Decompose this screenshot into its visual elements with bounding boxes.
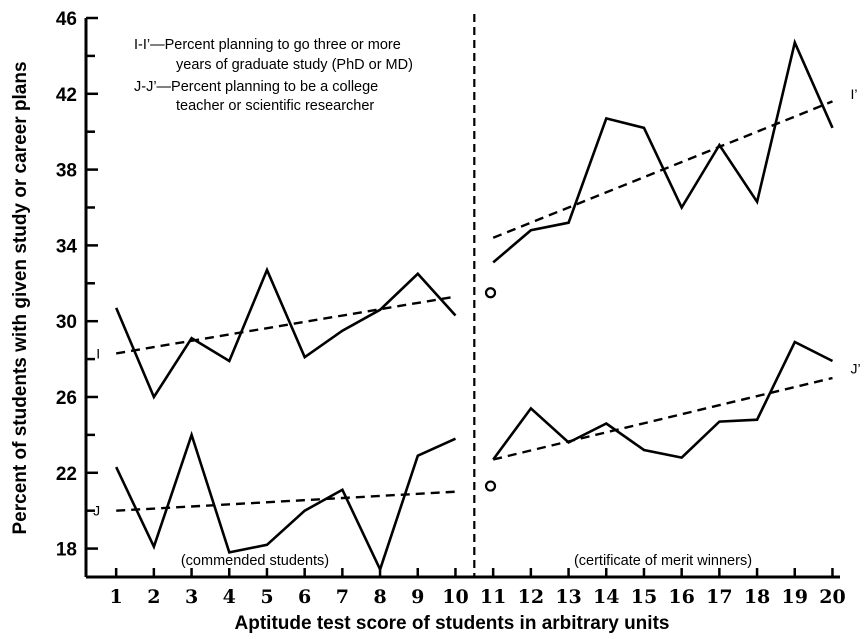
x-tick-label: 20: [819, 586, 845, 608]
y-tick-label: 22: [56, 464, 77, 485]
trend-line-j: [492, 376, 833, 461]
x-tick-label: 13: [555, 586, 581, 608]
x-tick-label: 7: [336, 586, 349, 608]
open-marker-i: [484, 287, 497, 299]
x-tick-label: 3: [185, 586, 198, 608]
series-line-j-1: [115, 430, 457, 573]
x-tick-label: 14: [593, 586, 619, 608]
x-tick-label: 9: [411, 586, 424, 608]
group-label-merit-winners: (certificate of merit winners): [574, 553, 752, 569]
group-label-commended: (commended students): [181, 553, 329, 569]
legend-notes: I-I’—Percent planning to go three or mor…: [134, 37, 413, 114]
trend-line-j: [116, 490, 456, 512]
axes: [84, 14, 840, 579]
x-tick-label: 4: [223, 586, 236, 608]
series-end-label: I: [96, 345, 100, 361]
x-tick-label: 18: [744, 586, 770, 608]
y-tick-label: 38: [56, 161, 77, 182]
x-tick-label: 8: [373, 586, 386, 608]
legend-note-line-3: J-J’—Percent planning to be a college: [134, 79, 378, 95]
legend-note-line-4: teacher or scientific researcher: [176, 98, 374, 114]
x-tick-label: 19: [782, 586, 808, 608]
x-tick-label: 15: [631, 586, 657, 608]
legend-note-line-1: I-I’—Percent planning to go three or mor…: [134, 37, 401, 53]
open-markers: [484, 287, 497, 492]
legend-note-line-2: years of graduate study (PhD or MD): [176, 57, 413, 73]
y-tick-label: 42: [56, 85, 77, 106]
y-tick-label: 18: [56, 540, 77, 561]
y-tick-label: 46: [56, 9, 77, 30]
x-tick-label: 12: [518, 586, 544, 608]
x-tick-label: 6: [298, 586, 311, 608]
open-marker-j: [484, 480, 497, 492]
x-tick-label: 5: [260, 586, 273, 608]
x-tick-label: 1: [110, 586, 123, 608]
series-end-labels: I I’ J J’: [93, 86, 860, 519]
series-line-j-2: [492, 340, 834, 461]
x-tick-label: 17: [706, 586, 732, 608]
y-tick-label: 34: [56, 236, 78, 257]
x-tick-label: 11: [480, 586, 506, 608]
y-tick-label: 26: [56, 388, 77, 409]
trend-line-i: [116, 295, 456, 355]
x-tick-label: 10: [442, 586, 468, 608]
y-tick-label: 30: [56, 312, 77, 333]
y-axis-title: Percent of students with given study or …: [10, 61, 31, 534]
series-end-label: J: [93, 503, 100, 519]
x-tick-label: 2: [147, 586, 160, 608]
series-lines: [115, 38, 834, 573]
series-end-label: I’: [850, 86, 857, 102]
series-end-label: J’: [850, 361, 860, 377]
x-axis-title: Aptitude test score of students in arbit…: [235, 613, 670, 634]
x-tick-label: 16: [668, 586, 694, 608]
series-line-i-2: [492, 38, 834, 264]
series-line-i-1: [115, 266, 457, 400]
